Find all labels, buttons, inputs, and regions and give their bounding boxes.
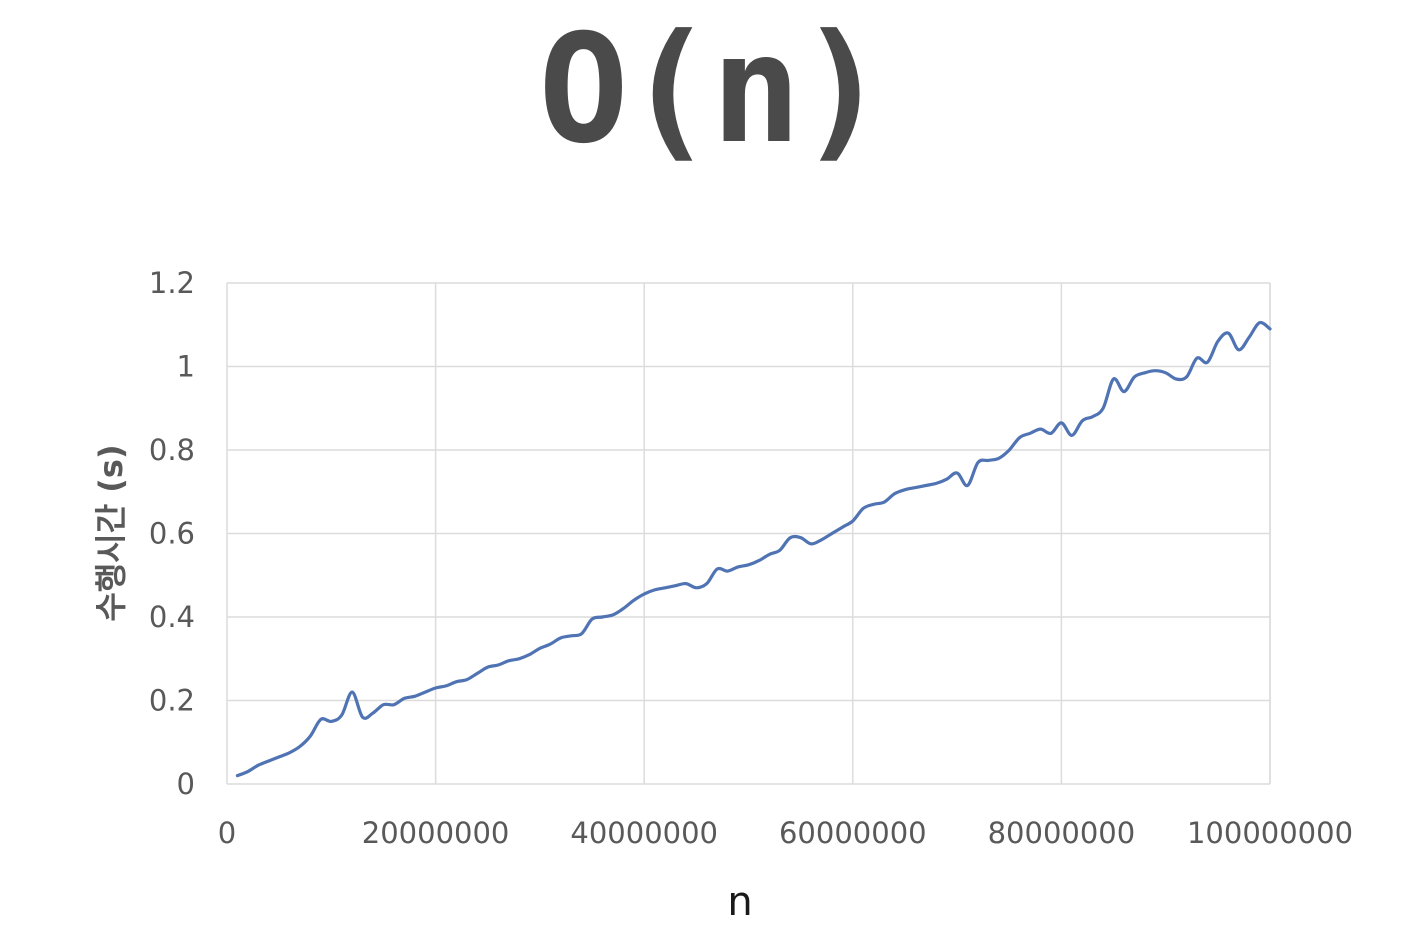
x-tick-label: 0 <box>218 816 236 850</box>
x-tick-label: 40000000 <box>570 816 718 850</box>
y-tick-label: 0.6 <box>149 517 195 551</box>
y-tick-label: 0.8 <box>149 433 195 467</box>
y-tick-label: 1 <box>177 350 195 384</box>
y-tick-label: 0.2 <box>149 684 195 718</box>
series-line <box>235 320 1272 778</box>
x-axis-title: n <box>727 879 752 925</box>
x-tick-label: 60000000 <box>779 816 927 850</box>
x-tick-label: 100000000 <box>1187 816 1353 850</box>
y-axis-title: 수행시간 (s) <box>92 444 130 621</box>
grid-layer <box>226 282 1271 785</box>
tick-layer: 0 0.2 0.4 0.6 0.8 1 1.2 0 20000000 40000000 600000… <box>149 266 1353 850</box>
line-layer <box>235 320 1272 778</box>
x-tick-label: 80000000 <box>988 816 1136 850</box>
y-tick-label: 0.4 <box>149 600 195 634</box>
y-tick-label: 0 <box>177 767 195 801</box>
page-title: O(n) <box>538 3 887 177</box>
y-tick-label: 1.2 <box>149 266 195 300</box>
x-tick-label: 20000000 <box>362 816 510 850</box>
